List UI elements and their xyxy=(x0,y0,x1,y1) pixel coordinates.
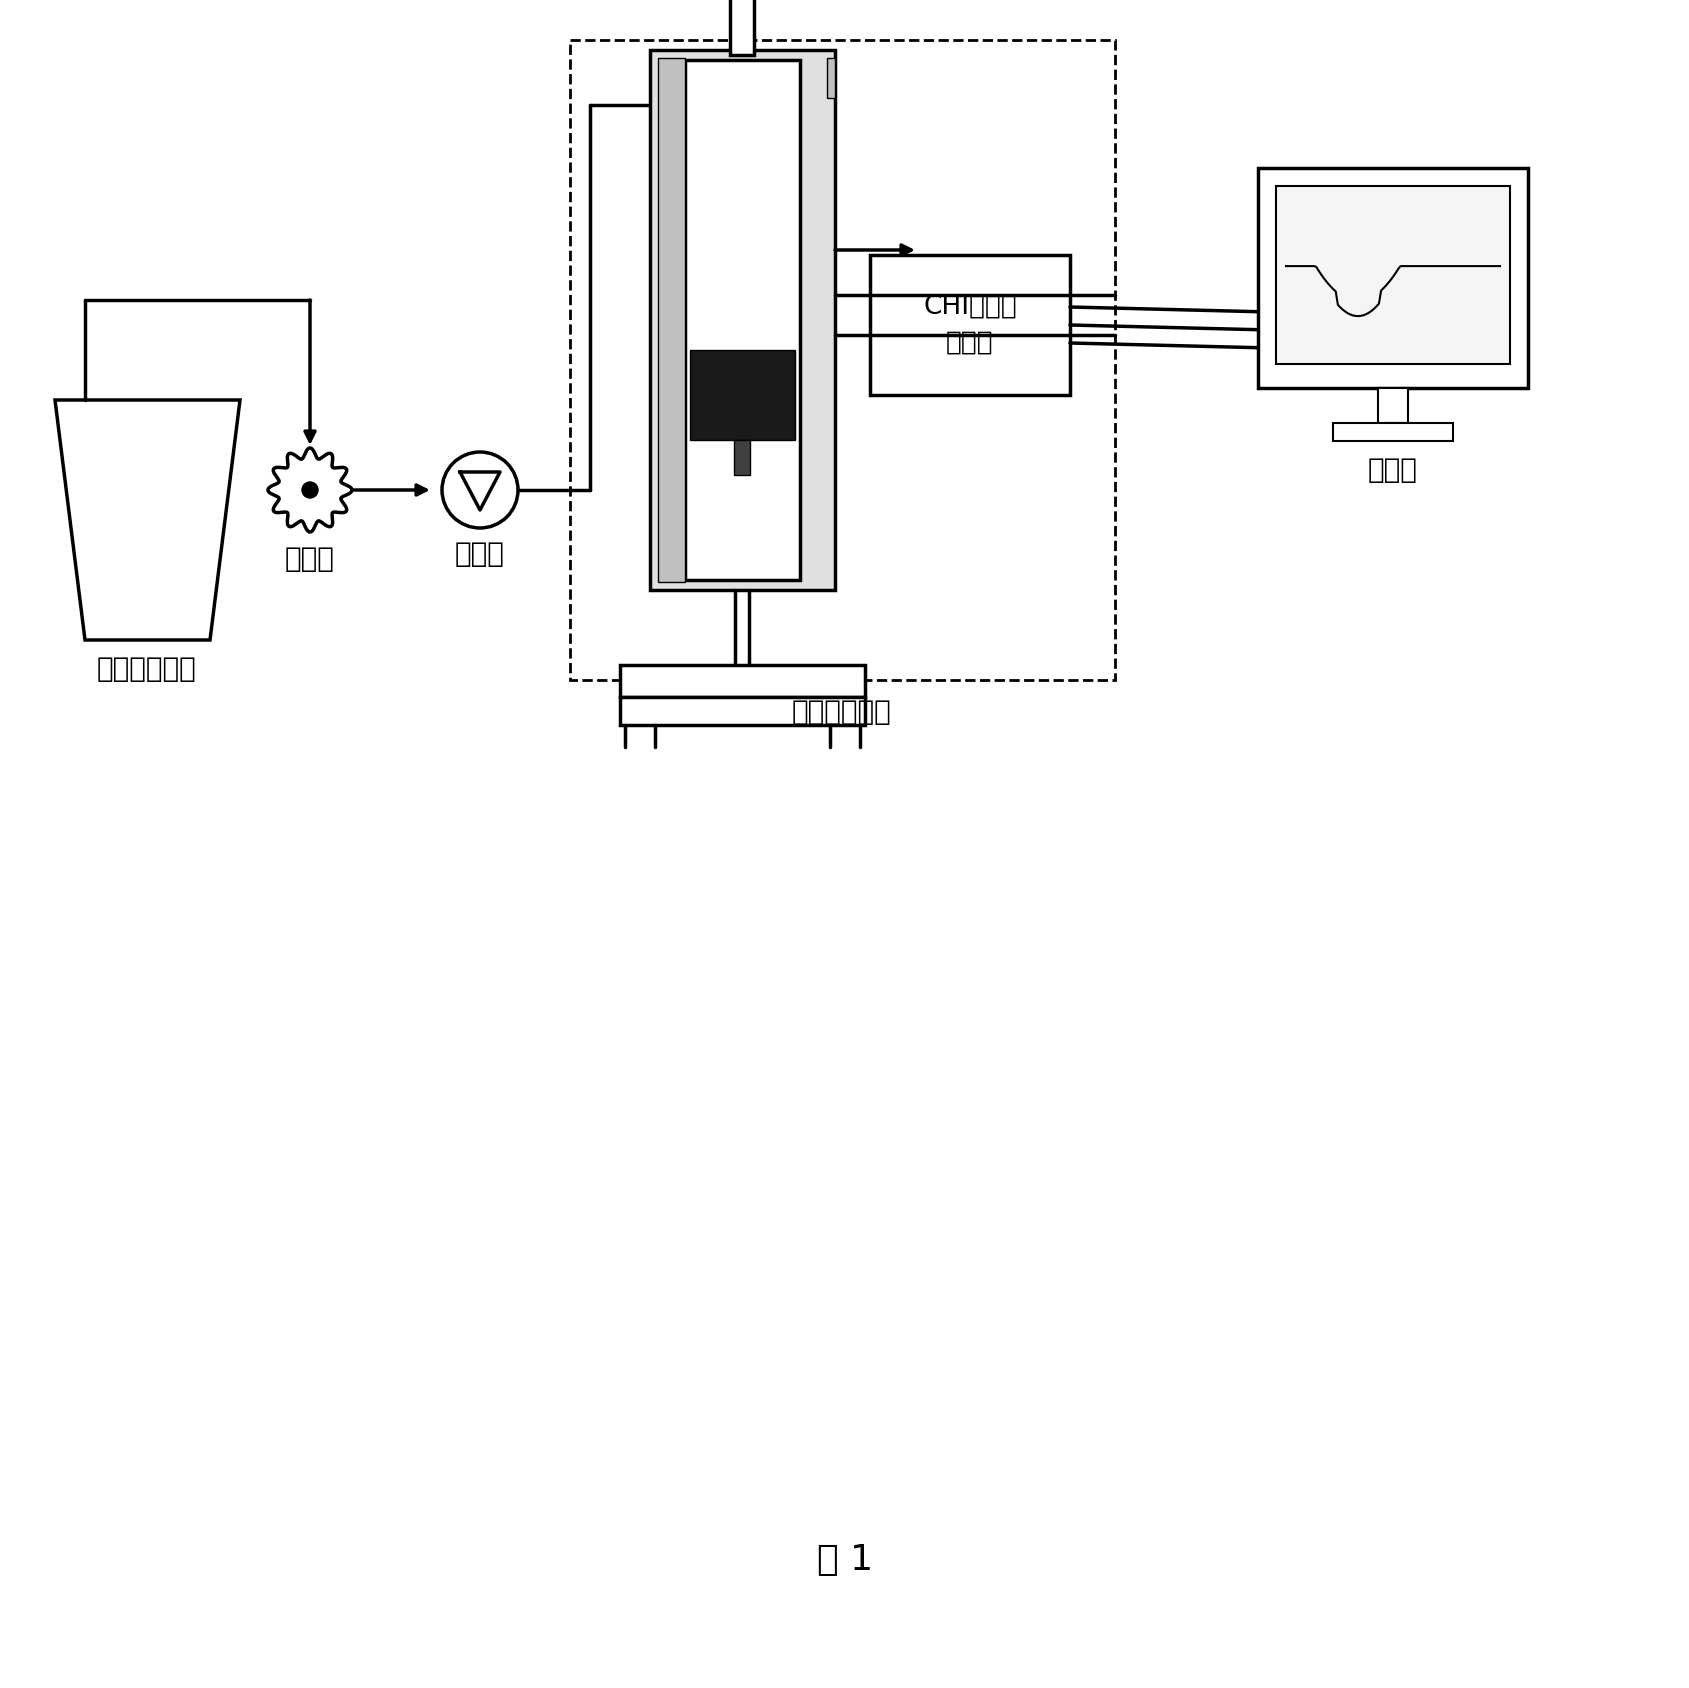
Text: 蠕动泵: 蠕动泵 xyxy=(285,545,334,572)
Bar xyxy=(1333,424,1453,441)
Circle shape xyxy=(302,483,318,498)
Text: 分析检测系统: 分析检测系统 xyxy=(792,699,892,726)
Bar xyxy=(1377,388,1407,424)
Polygon shape xyxy=(459,473,500,510)
Bar xyxy=(1257,169,1527,388)
Bar xyxy=(733,441,750,474)
Text: 计算机: 计算机 xyxy=(1368,456,1417,484)
Text: 进样器: 进样器 xyxy=(454,540,505,567)
Bar xyxy=(1275,186,1508,365)
Text: 图 1: 图 1 xyxy=(816,1543,873,1577)
Bar xyxy=(689,349,794,441)
Bar xyxy=(870,255,1069,395)
Bar xyxy=(657,57,684,582)
Bar xyxy=(684,61,799,581)
Polygon shape xyxy=(269,447,351,532)
Bar xyxy=(826,57,834,98)
Bar xyxy=(650,51,834,591)
Text: CHI电化学
工作站: CHI电化学 工作站 xyxy=(922,294,1017,356)
Bar xyxy=(730,0,753,56)
Polygon shape xyxy=(56,400,240,640)
Bar xyxy=(620,697,865,726)
Bar xyxy=(620,665,865,697)
Text: 流动相贮存池: 流动相贮存池 xyxy=(96,655,196,684)
Bar xyxy=(569,41,1115,680)
